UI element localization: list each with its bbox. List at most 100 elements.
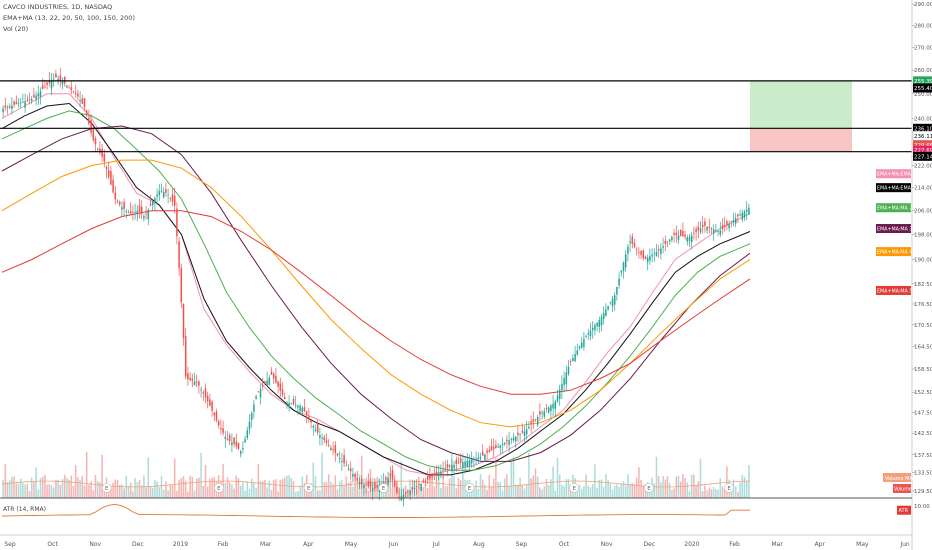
candle-body — [213, 412, 216, 416]
candle-body — [72, 91, 75, 93]
volume-bar — [477, 489, 480, 498]
y-tick-label: 280.00 — [914, 23, 932, 29]
candle-body — [701, 224, 704, 227]
x-tick-label: Apr — [303, 541, 314, 548]
price-badge-label: 227.14 — [914, 154, 932, 160]
candle-body — [426, 475, 429, 480]
candle-body — [349, 468, 352, 472]
candle-body — [211, 401, 213, 411]
candle-body — [136, 210, 139, 215]
candle-body — [112, 179, 114, 193]
volume-bar — [629, 483, 631, 498]
candle-body — [695, 228, 697, 233]
volume-bar — [699, 458, 702, 498]
y-tick-label: 142.50 — [914, 431, 932, 437]
candle-body — [618, 278, 620, 286]
candle-body — [310, 420, 312, 423]
candle-body — [651, 254, 653, 257]
volume-bar — [48, 484, 51, 498]
candle-body — [358, 482, 361, 484]
volume-bar — [242, 482, 244, 498]
candle-body — [459, 458, 462, 463]
volume-bar — [499, 482, 502, 498]
candle-body — [294, 404, 297, 406]
volume-bar — [444, 486, 447, 498]
candle-body — [81, 98, 84, 104]
candle-body — [374, 481, 376, 489]
candle-body — [123, 202, 125, 210]
legend-tag-label: EMA+MA:EMA 2 — [877, 186, 915, 192]
volume-bar — [400, 461, 403, 498]
candle-body — [470, 459, 473, 464]
volume-bar — [77, 477, 79, 498]
volume-bar — [147, 457, 150, 498]
volume-bar — [475, 480, 477, 498]
volume-bar — [457, 477, 460, 498]
candle-body — [77, 93, 79, 97]
volume-bar — [334, 475, 337, 498]
candle-body — [594, 325, 596, 331]
candle-body — [572, 357, 574, 361]
y-tick-label: 152.50 — [914, 390, 932, 396]
volume-bar — [26, 483, 29, 498]
candle-body — [2, 108, 4, 113]
volume-bar — [712, 487, 715, 498]
candle-body — [204, 388, 207, 398]
legend-tag — [876, 183, 911, 193]
candle-body — [167, 194, 169, 196]
candle-body — [173, 195, 176, 206]
volume-bar — [424, 483, 427, 498]
volume-bar — [268, 480, 271, 498]
candle-body — [737, 214, 739, 217]
x-tick-label: 2019 — [173, 541, 188, 548]
volume-bar — [19, 478, 22, 498]
volume-bar — [453, 476, 455, 498]
volume-bar — [72, 485, 75, 498]
candle-body — [180, 268, 183, 303]
candle-body — [345, 465, 348, 467]
candle-body — [657, 249, 660, 251]
price-badge-label: 236.10 — [914, 126, 932, 132]
atr-tick-label: 10.00 — [914, 504, 930, 510]
volume-bar — [13, 476, 15, 498]
candle-body — [90, 120, 92, 133]
candle-body — [206, 395, 209, 402]
volume-bar — [279, 479, 282, 498]
volume-bar — [508, 485, 510, 498]
candle-body — [404, 491, 407, 494]
volume-bar — [624, 485, 627, 498]
y-tick-label: 290.00 — [914, 2, 932, 8]
candle-body — [638, 251, 640, 253]
candle-body — [96, 148, 99, 150]
candle-body — [385, 477, 387, 480]
candle-body — [52, 78, 55, 80]
candle-body — [145, 213, 147, 215]
volume-bar — [180, 478, 183, 498]
volume-bar — [420, 487, 422, 498]
volume-bar — [156, 481, 158, 498]
earnings-circle — [464, 483, 475, 493]
candle-body — [129, 211, 132, 214]
candle-body — [723, 225, 726, 227]
volume-bar — [488, 474, 491, 498]
volume-bar — [101, 454, 103, 498]
candle-body — [389, 473, 392, 476]
volume-bar — [569, 485, 572, 498]
legend-tag — [876, 169, 911, 179]
earnings-circle — [303, 483, 314, 493]
volume-bar — [684, 478, 686, 498]
candle-body — [730, 221, 733, 223]
volume-bar — [158, 487, 161, 498]
volume-bar — [138, 480, 141, 498]
volume-bar — [70, 475, 73, 498]
volume-ma-badge — [883, 473, 911, 482]
candle-body — [63, 76, 66, 84]
candle-body — [169, 197, 172, 199]
candle-body — [118, 202, 121, 205]
candle-body — [613, 295, 616, 305]
volume-bar — [631, 482, 634, 498]
candle-body — [569, 361, 572, 362]
volume-bar — [206, 486, 209, 498]
ma-line — [1, 93, 751, 476]
